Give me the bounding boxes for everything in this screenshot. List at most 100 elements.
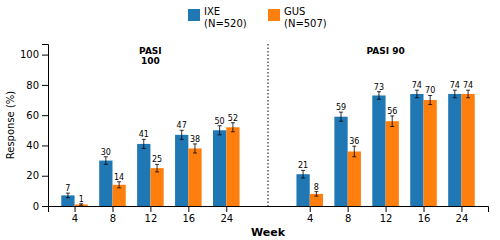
legend-label-line: (N=520) bbox=[204, 18, 247, 29]
x-axis: 4812162448121624 bbox=[49, 206, 489, 224]
bar bbox=[334, 117, 347, 206]
bar bbox=[348, 151, 361, 206]
data-label: 74 bbox=[463, 81, 473, 90]
bar bbox=[188, 148, 201, 206]
legend-swatch bbox=[268, 9, 280, 21]
error-bar bbox=[218, 126, 222, 135]
error-bar bbox=[142, 139, 146, 148]
tick-mark bbox=[310, 206, 311, 212]
tick-mark bbox=[42, 145, 48, 146]
error-bar bbox=[180, 130, 184, 139]
data-label: 50 bbox=[215, 117, 225, 126]
axis-line bbox=[42, 45, 49, 207]
tick-mark bbox=[42, 85, 48, 86]
tick: 24 bbox=[220, 206, 233, 224]
error-bar bbox=[117, 182, 121, 188]
bar bbox=[410, 94, 423, 206]
tick: 4 bbox=[72, 206, 78, 224]
bar bbox=[226, 127, 239, 206]
tick-label: 24 bbox=[220, 213, 233, 224]
annotation-line: PASI bbox=[139, 46, 162, 56]
bar bbox=[386, 121, 399, 206]
plot: 7304147502159737474114253852836567074481… bbox=[20, 44, 489, 224]
chart: 7304147502159737474114253852836567074481… bbox=[0, 0, 500, 240]
tick-mark bbox=[386, 206, 387, 212]
tick-mark bbox=[42, 176, 48, 177]
tick-label: 80 bbox=[26, 80, 39, 91]
tick-label: 8 bbox=[110, 213, 116, 224]
error-bar bbox=[314, 192, 318, 197]
bar bbox=[175, 135, 188, 206]
data-label: 25 bbox=[152, 155, 162, 164]
tick-mark bbox=[348, 206, 349, 212]
tick-mark bbox=[150, 206, 151, 212]
separators bbox=[268, 44, 269, 206]
tick-mark bbox=[42, 115, 48, 116]
tick: 16 bbox=[182, 206, 195, 224]
tick-label: 12 bbox=[380, 213, 393, 224]
tick-label: 4 bbox=[307, 213, 313, 224]
error-bar bbox=[415, 90, 419, 98]
tick: 4 bbox=[307, 206, 313, 224]
error-bar bbox=[231, 123, 235, 132]
data-label: 74 bbox=[412, 81, 422, 90]
data-label: 38 bbox=[190, 135, 200, 144]
tick: 12 bbox=[380, 206, 393, 224]
tick: 100 bbox=[20, 49, 48, 60]
tick-label: 100 bbox=[20, 49, 39, 60]
annotation-line: 100 bbox=[141, 56, 160, 66]
data-label: 8 bbox=[314, 183, 319, 192]
tick: 8 bbox=[110, 206, 116, 224]
legend-label-line: GUS bbox=[284, 6, 305, 17]
bar bbox=[137, 144, 150, 206]
tick-mark bbox=[112, 206, 113, 212]
tick-label: 40 bbox=[26, 140, 39, 151]
tick-label: 0 bbox=[33, 201, 39, 212]
bar bbox=[461, 94, 474, 206]
bar bbox=[99, 161, 112, 206]
annotation: PASI100 bbox=[139, 46, 162, 66]
bar bbox=[448, 94, 461, 206]
tick: 60 bbox=[26, 110, 48, 121]
legend-label-line: IXE bbox=[204, 6, 220, 17]
error-bar bbox=[466, 90, 470, 98]
legend-swatch bbox=[188, 9, 200, 21]
x-axis-title: Week bbox=[251, 226, 286, 239]
error-bar bbox=[104, 157, 108, 165]
error-bar bbox=[428, 95, 432, 104]
tick-label: 60 bbox=[26, 110, 39, 121]
data-label: 52 bbox=[228, 114, 238, 123]
annotations: PASI100 PASI 90 bbox=[139, 46, 405, 66]
tick: 12 bbox=[145, 206, 158, 224]
axis-line bbox=[49, 207, 489, 213]
error-bar bbox=[79, 204, 83, 206]
data-label: 59 bbox=[336, 103, 346, 112]
bar bbox=[75, 204, 88, 206]
tick: 40 bbox=[26, 140, 48, 151]
tick: 0 bbox=[33, 201, 48, 212]
error-bar bbox=[377, 92, 381, 100]
annotation: PASI 90 bbox=[366, 46, 404, 56]
error-bar bbox=[155, 164, 159, 172]
data-labels: 7304147502159737474114253852836567074 bbox=[65, 81, 473, 204]
tick-label: 24 bbox=[456, 213, 469, 224]
tick-label: 4 bbox=[72, 213, 78, 224]
tick-mark bbox=[42, 55, 48, 56]
tick-mark bbox=[424, 206, 425, 212]
legend-item: IXE(N=520) bbox=[188, 6, 247, 29]
data-label: 30 bbox=[101, 148, 111, 157]
bar bbox=[150, 168, 163, 206]
error-bar bbox=[66, 193, 70, 198]
tick-mark bbox=[188, 206, 189, 212]
tick: 24 bbox=[456, 206, 469, 224]
data-label: 47 bbox=[177, 121, 187, 130]
legend: IXE(N=520)GUS(N=507) bbox=[188, 6, 327, 29]
data-label: 21 bbox=[298, 161, 308, 170]
annotation-line: PASI 90 bbox=[366, 46, 404, 56]
error-bar bbox=[352, 146, 356, 157]
bar bbox=[372, 95, 385, 206]
separator bbox=[268, 44, 269, 206]
data-label: 1 bbox=[79, 195, 84, 204]
error-bar bbox=[453, 90, 457, 98]
data-label: 74 bbox=[450, 81, 460, 90]
